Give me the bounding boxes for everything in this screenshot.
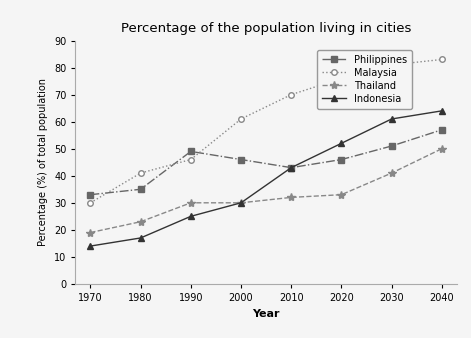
Malaysia xyxy=(439,57,445,62)
X-axis label: Year: Year xyxy=(252,309,280,318)
Philippines xyxy=(88,193,93,197)
Indonesia xyxy=(288,166,294,170)
Y-axis label: Percentage (%) of total population: Percentage (%) of total population xyxy=(39,78,49,246)
Legend: Philippines, Malaysia, Thailand, Indonesia: Philippines, Malaysia, Thailand, Indones… xyxy=(317,50,412,109)
Thailand xyxy=(188,201,194,205)
Malaysia xyxy=(88,201,93,205)
Indonesia xyxy=(238,201,244,205)
Malaysia xyxy=(339,76,344,80)
Indonesia xyxy=(439,109,445,113)
Line: Indonesia: Indonesia xyxy=(88,108,445,249)
Philippines xyxy=(138,187,144,191)
Line: Thailand: Thailand xyxy=(86,145,446,237)
Indonesia xyxy=(88,244,93,248)
Indonesia xyxy=(188,214,194,218)
Philippines xyxy=(288,166,294,170)
Malaysia xyxy=(188,158,194,162)
Thailand xyxy=(389,171,394,175)
Thailand xyxy=(288,195,294,199)
Philippines xyxy=(188,149,194,153)
Philippines xyxy=(238,158,244,162)
Philippines xyxy=(439,128,445,132)
Indonesia xyxy=(339,141,344,145)
Thailand xyxy=(138,220,144,224)
Thailand xyxy=(339,193,344,197)
Indonesia xyxy=(138,236,144,240)
Malaysia xyxy=(238,117,244,121)
Philippines xyxy=(389,144,394,148)
Indonesia xyxy=(389,117,394,121)
Malaysia xyxy=(389,63,394,67)
Line: Malaysia: Malaysia xyxy=(88,57,445,206)
Philippines xyxy=(339,158,344,162)
Thailand xyxy=(88,231,93,235)
Thailand xyxy=(439,147,445,151)
Title: Percentage of the population living in cities: Percentage of the population living in c… xyxy=(121,22,411,35)
Line: Philippines: Philippines xyxy=(88,127,445,197)
Malaysia xyxy=(288,93,294,97)
Malaysia xyxy=(138,171,144,175)
Thailand xyxy=(238,201,244,205)
